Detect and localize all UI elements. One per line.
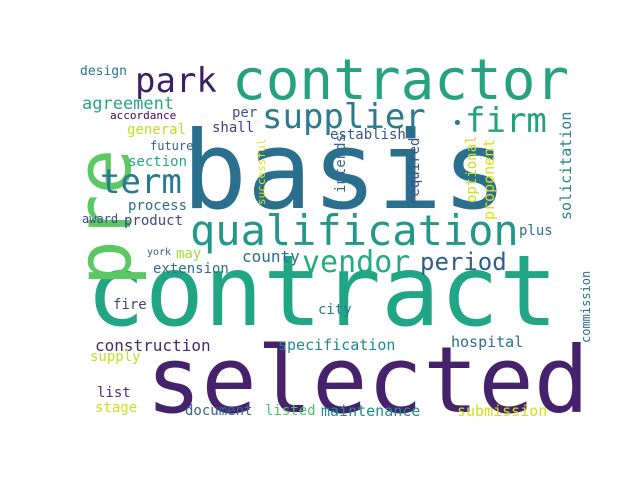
word-solicitation: solicitation bbox=[557, 111, 575, 220]
word-accordance: accordance bbox=[110, 109, 177, 122]
word-intends: intends bbox=[333, 133, 349, 193]
word-may: may bbox=[176, 246, 202, 262]
word-vendor: vendor bbox=[302, 245, 411, 280]
word-list: list bbox=[97, 385, 131, 401]
word-maintenance: maintenance bbox=[321, 402, 421, 420]
word-listed: listed bbox=[265, 403, 316, 419]
word-required: required bbox=[407, 137, 423, 205]
word-successful: successful bbox=[255, 138, 268, 205]
word-specification: specification bbox=[278, 336, 396, 354]
word-supplier: supplier bbox=[262, 97, 426, 137]
word-optional: optional bbox=[464, 135, 480, 203]
word-construction: construction bbox=[95, 336, 211, 355]
word-period: period bbox=[420, 248, 507, 276]
word-county: county bbox=[242, 247, 300, 266]
word-agreement: agreement bbox=[82, 94, 175, 114]
word-basis: basis bbox=[182, 109, 508, 234]
word-fire: fire bbox=[113, 297, 147, 313]
word-design: design bbox=[80, 64, 127, 79]
word-per: per bbox=[232, 105, 258, 121]
word-hospital: hospital bbox=[451, 333, 524, 351]
word-supply: supply bbox=[90, 349, 141, 365]
word-extension: extension bbox=[153, 261, 229, 277]
word-general: general bbox=[127, 122, 187, 138]
word-submission: submission bbox=[457, 402, 548, 420]
word-award: award bbox=[82, 212, 119, 226]
word-section: section bbox=[128, 154, 188, 170]
word-product: product bbox=[124, 213, 184, 229]
word-shall: shall bbox=[212, 120, 255, 136]
word-firm: firm bbox=[465, 101, 547, 141]
word-park: park bbox=[135, 61, 217, 101]
word-commission: commission bbox=[579, 270, 593, 343]
word-contractor: contractor bbox=[232, 48, 570, 113]
word-process: process bbox=[128, 198, 188, 214]
word-stage: stage bbox=[95, 400, 138, 416]
word-establish: establish bbox=[330, 127, 406, 143]
word-city: city bbox=[318, 302, 352, 318]
word-york: york bbox=[147, 247, 172, 258]
word-dot: • bbox=[452, 113, 463, 134]
word-plus: plus bbox=[519, 223, 553, 239]
word-qualification: qualification bbox=[190, 206, 519, 255]
word-contract: contract bbox=[86, 235, 559, 349]
word-document: document bbox=[185, 403, 253, 419]
word-selected: selected bbox=[146, 327, 590, 434]
word-future: future bbox=[150, 139, 194, 153]
word-proponent: proponent bbox=[480, 138, 498, 220]
word-term: term bbox=[100, 162, 182, 202]
